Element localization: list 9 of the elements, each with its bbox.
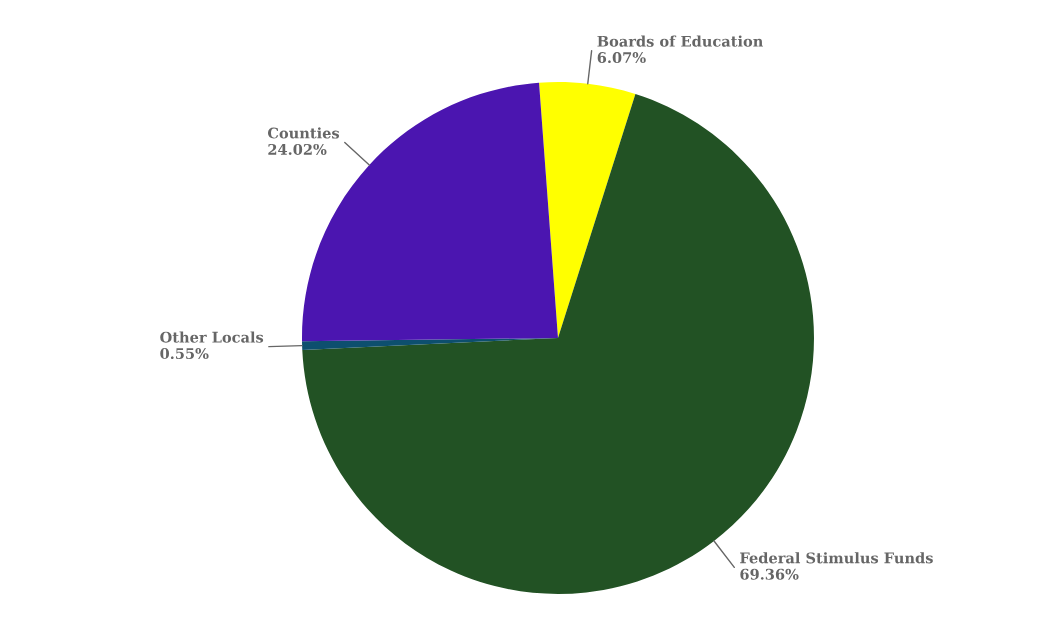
slice-label: Other Locals — [160, 331, 264, 343]
slice-label: Federal Stimulus Funds — [740, 552, 933, 564]
data-label: 6.07% — [597, 52, 646, 64]
pie-slice — [539, 82, 636, 338]
data-label: 0.55% — [160, 348, 209, 360]
slice-label: Counties — [267, 127, 340, 139]
slice-label: Boards of Education — [597, 35, 764, 47]
data-label: 69.36% — [740, 568, 799, 580]
data-label: 24.02% — [268, 143, 327, 155]
